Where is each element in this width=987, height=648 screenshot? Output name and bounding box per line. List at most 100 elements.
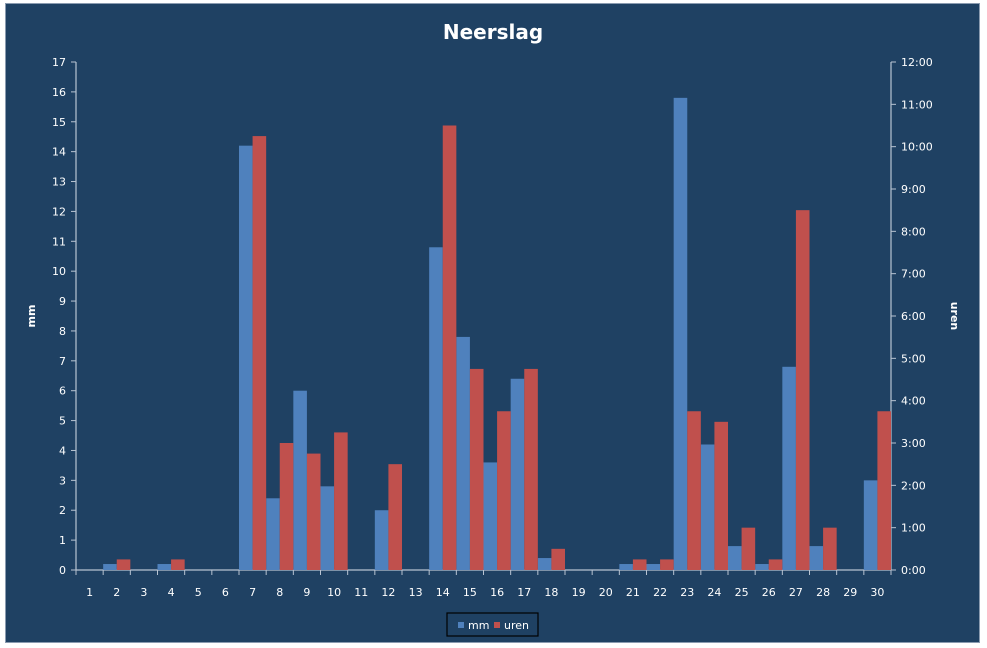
x-tick-label: 25 xyxy=(735,586,749,599)
chart-frame: Neerslag mm uren 0 1 2 3 4 5 6 7 8 9 10 11 12 13 14 15 1… xyxy=(5,3,980,643)
bar-uren-27 xyxy=(795,210,810,570)
x-tick-label: 11 xyxy=(354,586,368,599)
bar-mm-12 xyxy=(374,510,389,570)
bar-mm-17 xyxy=(510,378,525,570)
bar-uren-23 xyxy=(687,411,701,570)
x-tick-label: 26 xyxy=(762,586,776,599)
y-tick-label: 8 xyxy=(59,325,66,338)
y-tick-label: 12 xyxy=(52,205,66,218)
y2-tick-label: 7:00 xyxy=(901,268,926,281)
y-tick-label: 6 xyxy=(59,385,66,398)
x-tick-label: 15 xyxy=(463,586,477,599)
y2-tick-label: 1:00 xyxy=(901,522,926,535)
bar-mm-26 xyxy=(755,564,769,570)
bar-mm-18 xyxy=(537,558,552,570)
y-tick-label: 13 xyxy=(52,176,66,189)
x-tick-label: 23 xyxy=(680,586,694,599)
y-tick-label: 10 xyxy=(52,265,66,278)
x-tick-label: 16 xyxy=(490,586,504,599)
y-axis-label: mm xyxy=(25,305,38,328)
y2-tick-label: 3:00 xyxy=(901,437,926,450)
x-tick-label: 10 xyxy=(327,586,341,599)
y2-tick-label: 12:00 xyxy=(901,56,933,69)
x-tick-label: 20 xyxy=(599,586,613,599)
bar-mm-16 xyxy=(483,462,498,570)
bar-uren-2 xyxy=(116,559,131,570)
bar-mm-10 xyxy=(320,486,335,570)
y-tick-label: 16 xyxy=(52,86,66,99)
y-tick-label: 17 xyxy=(52,56,66,69)
y-tick-label: 0 xyxy=(59,564,66,577)
x-tick-label: 3 xyxy=(140,586,147,599)
bar-mm-25 xyxy=(728,546,742,570)
bar-mm-4 xyxy=(157,564,172,570)
y-tick-label: 2 xyxy=(59,504,66,517)
bar-mm-30 xyxy=(863,480,878,570)
chart-title: Neerslag xyxy=(443,20,543,44)
bar-mm-2 xyxy=(103,564,117,570)
x-tick-label: 27 xyxy=(789,586,803,599)
bar-uren-7 xyxy=(252,136,267,571)
tick-labels: 012345678910111213141516170:001:002:003:… xyxy=(52,56,933,599)
x-tick-label: 6 xyxy=(222,586,229,599)
y-tick-label: 5 xyxy=(59,415,66,428)
bar-uren-4 xyxy=(171,559,185,570)
x-tick-label: 28 xyxy=(816,586,830,599)
y-tick-label: 9 xyxy=(59,295,66,308)
bar-mm-21 xyxy=(619,564,633,570)
bar-uren-18 xyxy=(551,548,565,570)
x-tick-label: 2 xyxy=(113,586,120,599)
bar-uren-26 xyxy=(768,559,783,570)
y-tick-label: 1 xyxy=(59,534,66,547)
bar-mm-7 xyxy=(239,145,253,570)
y2-tick-label: 6:00 xyxy=(901,310,926,323)
bar-mm-23 xyxy=(673,97,688,570)
x-tick-label: 14 xyxy=(436,586,450,599)
x-tick-label: 21 xyxy=(626,586,640,599)
y-tick-label: 15 xyxy=(52,116,66,129)
y2-tick-label: 10:00 xyxy=(901,141,933,154)
y2-tick-label: 2:00 xyxy=(901,479,926,492)
y2-tick-label: 4:00 xyxy=(901,395,926,408)
legend: mm uren xyxy=(446,612,539,637)
x-tick-label: 12 xyxy=(381,586,395,599)
neerslag-chart: Neerslag mm uren 01234567891011121314151… xyxy=(25,20,961,637)
bar-uren-16 xyxy=(497,411,511,570)
bar-uren-24 xyxy=(714,421,728,570)
legend-swatch-uren xyxy=(494,622,500,628)
bars xyxy=(103,97,891,571)
bar-uren-21 xyxy=(632,559,647,570)
x-tick-label: 9 xyxy=(303,586,310,599)
bar-mm-22 xyxy=(646,564,661,570)
bar-mm-27 xyxy=(782,366,796,570)
bar-mm-14 xyxy=(429,247,443,571)
bar-uren-30 xyxy=(877,411,891,570)
x-tick-label: 24 xyxy=(707,586,721,599)
y-tick-label: 11 xyxy=(52,235,66,248)
legend-label-uren: uren xyxy=(504,619,529,632)
x-tick-label: 19 xyxy=(572,586,586,599)
x-tick-label: 1 xyxy=(86,586,93,599)
bar-mm-9 xyxy=(293,390,307,570)
x-tick-label: 29 xyxy=(843,586,857,599)
x-tick-label: 30 xyxy=(870,586,884,599)
x-tick-label: 18 xyxy=(544,586,558,599)
x-tick-label: 22 xyxy=(653,586,667,599)
y2-axis-label: uren xyxy=(948,302,961,331)
x-tick-label: 8 xyxy=(276,586,283,599)
bar-uren-25 xyxy=(741,527,756,570)
y-tick-label: 14 xyxy=(52,146,66,159)
x-tick-label: 4 xyxy=(168,586,175,599)
y2-tick-label: 8:00 xyxy=(901,225,926,238)
bar-mm-28 xyxy=(809,546,824,570)
y2-tick-label: 0:00 xyxy=(901,564,926,577)
bar-mm-15 xyxy=(456,336,470,570)
x-tick-label: 13 xyxy=(409,586,423,599)
bar-uren-15 xyxy=(469,368,484,570)
bar-mm-24 xyxy=(700,444,715,570)
x-tick-label: 5 xyxy=(195,586,202,599)
y2-tick-label: 5:00 xyxy=(901,352,926,365)
y2-tick-label: 9:00 xyxy=(901,183,926,196)
bar-uren-14 xyxy=(442,125,457,570)
bar-uren-8 xyxy=(279,443,294,570)
